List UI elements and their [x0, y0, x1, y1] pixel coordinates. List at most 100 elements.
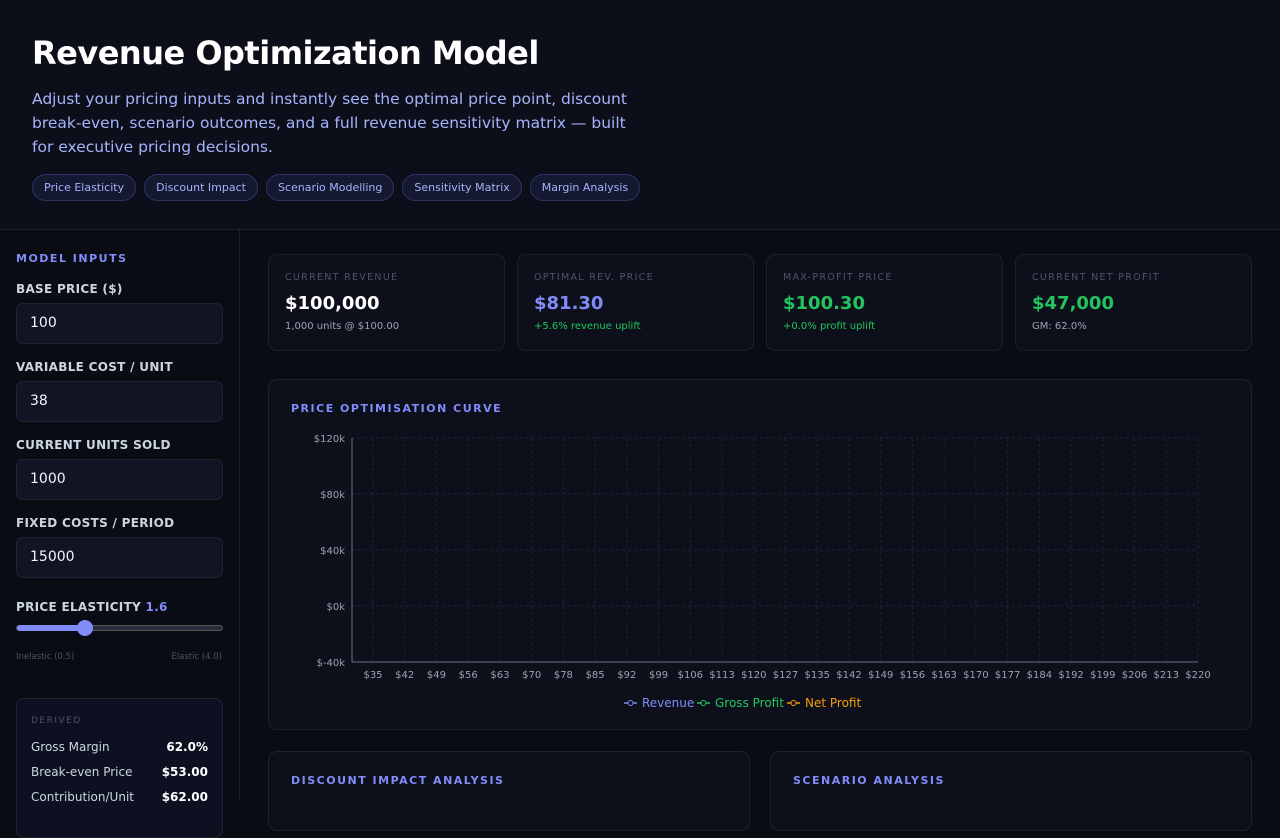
slider-max: Elastic (4.0)	[171, 652, 222, 662]
derived-title: DERIVED	[31, 716, 82, 726]
sidebar: MODEL INPUTS PRICE ELASTICITY 1.6 Inelas…	[0, 230, 240, 838]
x-tick-label: $127	[773, 670, 798, 681]
kpi-value: $100,000	[285, 293, 380, 314]
x-tick-label: $99	[649, 670, 668, 681]
kpi-card: CURRENT REVENUE $100,000 1,000 units @ $10…	[268, 254, 505, 351]
legend-marker	[790, 700, 797, 706]
derived-row: Break-even Price $53.00	[31, 765, 208, 779]
x-tick-label: $113	[709, 670, 734, 681]
derived-row: Gross Margin 62.0%	[31, 740, 208, 754]
input-field[interactable]: 38	[16, 381, 223, 422]
slider-thumb[interactable]	[77, 620, 93, 636]
kpi-card: MAX-PROFIT PRICE $100.30 +0.0% profit upli…	[766, 254, 1003, 351]
x-tick-label: $184	[1027, 670, 1052, 681]
input-label: CURRENT UNITS SOLD	[16, 438, 171, 452]
derived-box: DERIVED Gross Margin 62.0% Break-even Pric…	[16, 698, 223, 838]
y-tick-label: $0k	[326, 602, 345, 613]
y-tick-label: $80k	[320, 490, 345, 501]
chart: $120k $80k $40k $0k $-40k $35 $42 $49 $56 $63 $70 $…	[314, 434, 1211, 710]
panel-title: SCENARIO ANALYSIS	[793, 774, 945, 787]
slider-value: 1.6	[145, 600, 168, 614]
slider-min: Inelastic (0.5)	[16, 652, 75, 662]
legend-label[interactable]: Revenue	[642, 696, 694, 710]
kpi-value: $81.30	[534, 293, 604, 314]
input-label: VARIABLE COST / UNIT	[16, 360, 173, 374]
kpi-label: CURRENT NET PROFIT	[1032, 272, 1160, 283]
y-tick-label: $120k	[314, 434, 345, 445]
kpi-label: OPTIMAL REV. PRICE	[534, 272, 654, 283]
kpi-value: $100.30	[783, 293, 865, 314]
legend-label[interactable]: Gross Profit	[715, 696, 784, 710]
scenario-card: SCENARIO ANALYSIS	[770, 751, 1252, 831]
x-tick-label: $220	[1185, 670, 1210, 681]
x-tick-label: $78	[554, 670, 573, 681]
kpi-value: $47,000	[1032, 293, 1114, 314]
x-tick-label: $35	[363, 670, 382, 681]
derived-value: $53.00	[161, 765, 208, 779]
derived-label: Break-even Price	[31, 765, 133, 779]
slider-label: PRICE ELASTICITY 1.6	[16, 600, 168, 614]
y-tick-label: $-40k	[317, 658, 346, 669]
x-tick-label: $92	[617, 670, 636, 681]
x-tick-label: $149	[868, 670, 893, 681]
x-tick-label: $49	[427, 670, 446, 681]
legend-label[interactable]: Net Profit	[805, 696, 861, 710]
x-tick-label: $70	[522, 670, 541, 681]
tag[interactable]: Price Elasticity	[32, 174, 137, 201]
kpi-note: GM: 62.0%	[1032, 321, 1087, 332]
x-tick-label: $192	[1058, 670, 1083, 681]
x-tick-label: $213	[1154, 670, 1179, 681]
page-title: Revenue Optimization Model	[32, 34, 539, 72]
header: Revenue Optimization Model Adjust your p…	[0, 0, 1280, 230]
tags: Price Elasticity Discount Impact Scenario …	[32, 174, 641, 201]
derived-label: Gross Margin	[31, 740, 110, 754]
panel-title: DISCOUNT IMPACT ANALYSIS	[291, 774, 505, 787]
slider[interactable]	[16, 620, 223, 636]
input-label: FIXED COSTS / PERIOD	[16, 516, 175, 530]
input-label: BASE PRICE ($)	[16, 282, 123, 296]
x-tick-label: $135	[805, 670, 830, 681]
kpi-label: CURRENT REVENUE	[285, 272, 399, 283]
input-field[interactable]: 15000	[16, 537, 223, 578]
kpi-note: +0.0% profit uplift	[783, 321, 876, 332]
x-tick-label: $199	[1090, 670, 1115, 681]
legend-marker	[627, 700, 634, 706]
x-tick-label: $42	[395, 670, 414, 681]
x-tick-label: $163	[931, 670, 956, 681]
tag[interactable]: Discount Impact	[144, 174, 258, 201]
slider-fill	[17, 625, 85, 631]
kpi-note: 1,000 units @ $100.00	[285, 321, 400, 332]
tag[interactable]: Margin Analysis	[529, 174, 641, 201]
x-tick-label: $170	[963, 670, 988, 681]
y-tick-label: $40k	[320, 546, 345, 557]
x-tick-label: $56	[459, 670, 478, 681]
derived-value: $62.00	[161, 790, 208, 804]
kpi-label: MAX-PROFIT PRICE	[783, 272, 893, 283]
x-tick-label: $106	[678, 670, 703, 681]
kpi-card: CURRENT NET PROFIT $47,000 GM: 62.0%	[1015, 254, 1252, 351]
x-tick-label: $63	[490, 670, 509, 681]
sidebar-title: MODEL INPUTS	[16, 252, 128, 265]
x-tick-label: $206	[1122, 670, 1147, 681]
kpi-card: OPTIMAL REV. PRICE $81.30 +5.6% revenue up…	[517, 254, 754, 351]
x-tick-label: $156	[900, 670, 925, 681]
description: Adjust your pricing inputs and instantly…	[32, 90, 627, 156]
x-tick-label: $142	[836, 670, 861, 681]
x-tick-label: $177	[995, 670, 1020, 681]
tag[interactable]: Sensitivity Matrix	[402, 174, 522, 201]
discount-card: DISCOUNT IMPACT ANALYSIS	[268, 751, 750, 831]
derived-row: Contribution/Unit $62.00	[31, 790, 208, 804]
x-tick-label: $85	[586, 670, 605, 681]
derived-label: Contribution/Unit	[31, 790, 134, 804]
legend-marker	[700, 700, 707, 706]
tag[interactable]: Scenario Modelling	[265, 174, 395, 201]
kpi-note: +5.6% revenue uplift	[534, 321, 641, 332]
input-field[interactable]: 100	[16, 303, 223, 344]
x-tick-label: $120	[741, 670, 766, 681]
slider-label-text: PRICE ELASTICITY	[16, 600, 142, 614]
chart-title: PRICE OPTIMISATION CURVE	[291, 402, 503, 415]
chart-card: PRICE OPTIMISATION CURVE $120k $80k $40k $0…	[268, 379, 1252, 730]
input-field[interactable]: 1000	[16, 459, 223, 500]
